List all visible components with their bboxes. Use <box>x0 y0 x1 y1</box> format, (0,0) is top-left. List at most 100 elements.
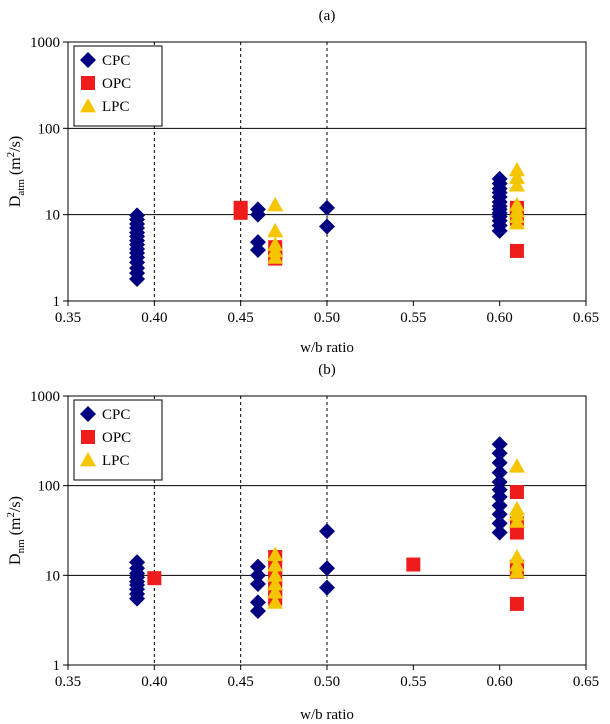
y-tick-label: 1 <box>53 294 61 310</box>
y-axis-label-main: D <box>7 553 24 565</box>
y-axis-label-subscript: nm <box>15 539 27 554</box>
legend-marker-lpc <box>80 98 96 113</box>
data-point-cpc <box>491 436 508 453</box>
x-tick-label: 0.55 <box>400 310 426 326</box>
y-axis-label-units-end: /s) <box>7 496 24 512</box>
legend-label-opc: OPC <box>102 430 131 446</box>
data-point-lpc <box>267 576 284 591</box>
y-tick-label: 1000 <box>30 35 60 51</box>
data-point-cpc <box>491 506 508 523</box>
legend-marker-cpc <box>80 406 96 422</box>
data-point-cpc <box>319 560 335 577</box>
legend-label-lpc: LPC <box>102 99 130 115</box>
y-tick-label: 100 <box>38 479 61 495</box>
series-cpc <box>129 436 508 620</box>
data-point-lpc <box>267 584 284 599</box>
data-point-cpc <box>491 445 508 462</box>
y-axis-label-units: (m <box>7 517 24 539</box>
legend: CPC OPC LPC <box>73 399 163 481</box>
data-point-cpc <box>491 170 508 187</box>
x-tick-label: 0.40 <box>141 674 167 690</box>
data-point-cpc <box>319 579 335 596</box>
data-point-opc <box>147 571 162 586</box>
data-point-lpc <box>508 549 525 564</box>
data-point-opc <box>509 243 524 258</box>
data-point-lpc <box>267 546 284 562</box>
data-point-lpc <box>267 236 284 252</box>
legend-marker-opc <box>81 430 95 444</box>
data-point-lpc <box>508 177 525 192</box>
data-point-cpc <box>129 207 146 224</box>
panel-label: (b) <box>318 362 336 378</box>
series-lpc <box>267 458 525 609</box>
x-axis-label: w/b ratio <box>300 340 354 356</box>
series-cpc <box>129 170 508 287</box>
data-point-lpc <box>267 594 284 609</box>
y-tick-label: 100 <box>38 121 61 137</box>
series-opc <box>147 484 524 611</box>
y-axis-label: Datm (m2/s) <box>5 136 27 207</box>
y-axis-label: Dnm (m2/s) <box>5 496 27 565</box>
y-axis-label-superscript: 2 <box>5 152 17 158</box>
y-axis-label-main: D <box>7 196 24 208</box>
x-tick-label: 0.45 <box>228 310 254 326</box>
x-tick-label: 0.50 <box>314 674 340 690</box>
data-point-cpc <box>129 554 146 571</box>
data-point-cpc <box>319 523 335 540</box>
data-point-lpc <box>508 500 525 516</box>
data-point-cpc <box>249 594 266 611</box>
data-point-cpc <box>319 218 335 235</box>
legend-label-opc: OPC <box>102 76 131 92</box>
data-point-cpc <box>491 515 508 532</box>
x-tick-label: 0.60 <box>487 674 513 690</box>
data-point-lpc <box>508 169 525 184</box>
data-point-opc <box>406 557 421 572</box>
legend-label-cpc: CPC <box>102 53 130 69</box>
y-tick-label: 1000 <box>30 389 60 405</box>
legend-marker-cpc <box>80 52 96 68</box>
data-point-lpc <box>508 161 525 177</box>
data-point-lpc <box>508 458 525 473</box>
data-point-cpc <box>491 524 508 541</box>
panel-b: (b) 0.35 0.40 0.45 0.50 0.55 0.60 0.65 1 10 100 100… <box>5 362 599 723</box>
x-tick-label: 0.55 <box>400 674 426 690</box>
x-tick-label: 0.65 <box>573 310 599 326</box>
data-point-lpc <box>267 567 284 582</box>
panel-label: (a) <box>319 8 336 24</box>
data-point-cpc <box>491 454 508 471</box>
data-point-lpc <box>267 557 284 572</box>
data-point-cpc <box>249 234 266 251</box>
y-axis-label-superscript: 2 <box>5 512 17 518</box>
x-tick-label: 0.60 <box>487 310 513 326</box>
data-point-cpc <box>249 567 266 584</box>
data-point-opc <box>509 596 524 611</box>
y-tick-label: 1 <box>53 658 61 674</box>
legend-label-cpc: CPC <box>102 407 130 423</box>
data-point-cpc <box>491 473 508 490</box>
x-tick-label: 0.50 <box>314 310 340 326</box>
data-point-cpc <box>249 558 266 575</box>
series-lpc <box>267 161 525 264</box>
x-tick-label: 0.35 <box>55 674 81 690</box>
y-axis-label-subscript: atm <box>15 179 27 196</box>
x-tick-label: 0.40 <box>141 310 167 326</box>
x-tick-label: 0.35 <box>55 310 81 326</box>
data-point-opc <box>509 484 524 499</box>
y-tick-label: 10 <box>45 208 60 224</box>
y-axis-label-units: (m <box>7 157 24 179</box>
data-point-lpc <box>267 222 284 238</box>
data-point-lpc <box>267 196 284 212</box>
legend-marker-lpc <box>80 452 96 467</box>
x-tick-label: 0.65 <box>573 674 599 690</box>
data-point-cpc <box>319 199 335 216</box>
legend: CPC OPC LPC <box>73 45 163 127</box>
data-point-cpc <box>491 497 508 514</box>
y-axis-label-units-end: /s) <box>7 136 24 152</box>
data-point-cpc <box>249 603 266 620</box>
y-tick-label: 10 <box>45 568 60 584</box>
data-point-cpc <box>249 576 266 593</box>
data-point-cpc <box>249 201 266 218</box>
data-point-lpc <box>508 196 525 212</box>
data-point-lpc <box>508 557 525 572</box>
